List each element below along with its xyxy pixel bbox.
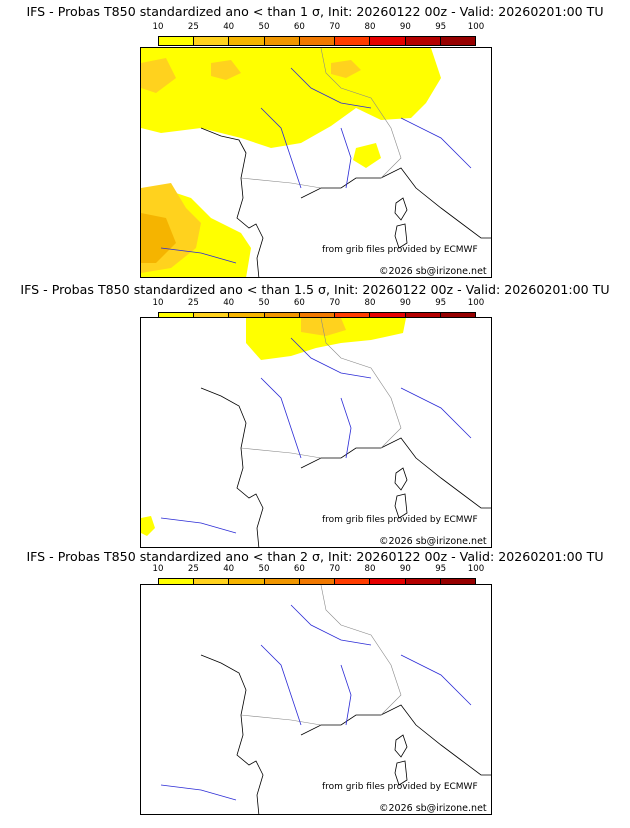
probability-map: from grib files provided by ECMWF ©2026 … (140, 47, 492, 278)
copyright-notice: ©2026 sb@irizone.net (379, 803, 487, 814)
colorbar-tick-label: 60 (293, 22, 305, 32)
copyright-notice: ©2026 sb@irizone.net (379, 266, 487, 277)
colorbar-swatch (440, 37, 475, 45)
colorbar-swatch (405, 37, 441, 45)
colorbar-swatch (159, 37, 195, 45)
colorbar-tick-label: 70 (329, 298, 341, 308)
colorbar-tick-label: 50 (258, 298, 270, 308)
probability-map: from grib files provided by ECMWF ©2026 … (140, 317, 492, 548)
map-canvas (141, 318, 491, 547)
colorbar-tick-label: 80 (364, 22, 376, 32)
colorbar-tick-label: 40 (223, 564, 235, 574)
colorbar-swatch (229, 579, 265, 587)
colorbar-tick-label: 90 (399, 298, 411, 308)
colorbar-tick-label: 100 (467, 564, 485, 574)
colorbar-tick-label: 25 (187, 564, 199, 574)
colorbar-tick-label: 70 (329, 564, 341, 574)
colorbar-swatch (405, 579, 441, 587)
data-credit: from grib files provided by ECMWF (322, 245, 478, 255)
colorbar-tick-label: 95 (435, 22, 447, 32)
colorbar-swatch (264, 37, 300, 45)
colorbar-tick-label: 100 (467, 22, 485, 32)
colorbar-swatch (440, 579, 475, 587)
panel-title: IFS - Probas T850 standardized ano < tha… (26, 549, 604, 564)
data-credit: from grib files provided by ECMWF (322, 782, 478, 792)
colorbar-swatch (370, 579, 406, 587)
map-canvas (141, 48, 491, 277)
colorbar-swatch (264, 579, 300, 587)
colorbar-tick-label: 60 (293, 298, 305, 308)
colorbar-tick-label: 80 (364, 564, 376, 574)
colorbar-swatch (229, 37, 265, 45)
colorbar-tick-label: 95 (435, 298, 447, 308)
colorbar-swatch (335, 579, 371, 587)
colorbar-tick-label: 10 (152, 564, 164, 574)
colorbar-tick-label: 90 (399, 564, 411, 574)
colorbar-tick-label: 40 (223, 22, 235, 32)
panel-title: IFS - Probas T850 standardized ano < tha… (20, 282, 610, 297)
copyright-notice: ©2026 sb@irizone.net (379, 536, 487, 547)
colorbar-swatch (299, 37, 336, 45)
colorbar-tick-label: 10 (152, 298, 164, 308)
colorbar-tick-label: 70 (329, 22, 341, 32)
colorbar-swatch (299, 579, 336, 587)
colorbar-swatch (194, 579, 230, 587)
colorbar-swatch (335, 37, 371, 45)
colorbar-tick-label: 25 (187, 298, 199, 308)
probability-map: from grib files provided by ECMWF ©2026 … (140, 584, 492, 815)
colorbar-tick-label: 60 (293, 564, 305, 574)
panel-title: IFS - Probas T850 standardized ano < tha… (26, 4, 604, 19)
colorbar-tick-label: 100 (467, 298, 485, 308)
colorbar-swatch (370, 37, 406, 45)
colorbar-tick-label: 50 (258, 22, 270, 32)
colorbar-tick-label: 25 (187, 22, 199, 32)
colorbar-tick-label: 80 (364, 298, 376, 308)
colorbar-tick-label: 50 (258, 564, 270, 574)
data-credit: from grib files provided by ECMWF (322, 515, 478, 525)
map-canvas (160, 585, 491, 814)
colorbar-tick-label: 40 (223, 298, 235, 308)
colorbar-tick-label: 10 (152, 22, 164, 32)
colorbar-tick-label: 90 (399, 22, 411, 32)
colorbar-tick-label: 95 (435, 564, 447, 574)
colorbar-swatch (194, 37, 230, 45)
colorbar (158, 36, 476, 46)
colorbar-swatch (159, 579, 195, 587)
